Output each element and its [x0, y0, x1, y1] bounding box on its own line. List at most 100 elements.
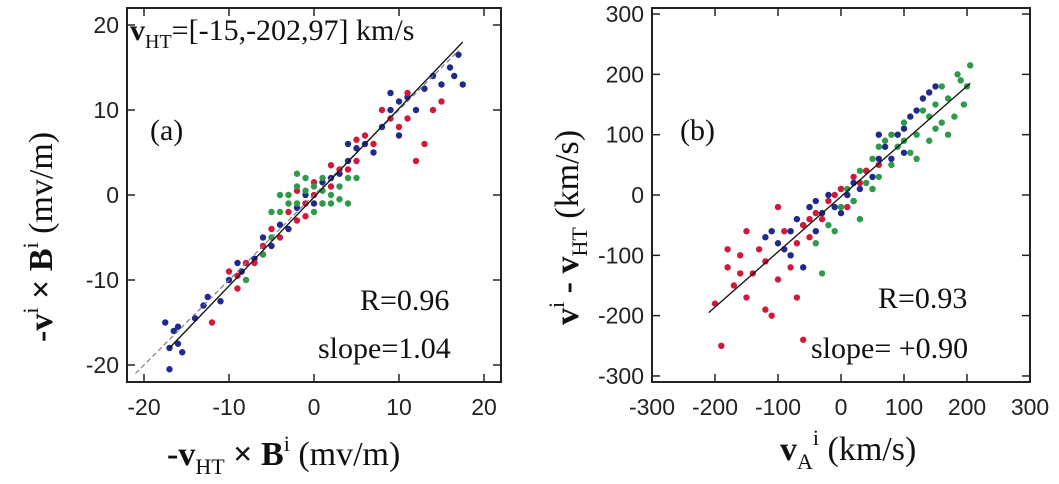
panel-b-point: [774, 240, 782, 247]
panel-b-point: [932, 83, 939, 90]
panel-a-point: [302, 187, 309, 194]
panel-a-ylabel: -vi × Bi (mv/m): [18, 132, 60, 342]
panel-a-point: [421, 85, 428, 92]
a-xlabel-sub: HT: [195, 454, 225, 479]
panel-a-point: [170, 327, 177, 335]
panel-b-frame: [651, 7, 1031, 383]
panel-b-point: [888, 131, 895, 138]
panel-b-point: [850, 197, 857, 205]
panel-b-label: (b): [680, 114, 715, 147]
panel-b-point: [957, 77, 964, 84]
panel-b-xlabel: vAi (km/s): [780, 425, 916, 474]
panel-b-point: [768, 227, 775, 235]
panel-b-point: [755, 246, 763, 253]
panel-b-point: [837, 209, 845, 217]
panel-a-point: [276, 234, 284, 241]
panel-b-point: [900, 149, 908, 156]
panel-a-point: [234, 285, 241, 292]
panel-b-slope-value: slope= +0.90: [811, 332, 968, 365]
panel-b-ytick-label: -200: [598, 303, 644, 329]
panel-b-point: [743, 227, 750, 235]
a-ylabel-prefix: -v: [23, 314, 60, 342]
panel-b-point: [812, 197, 819, 205]
panel-b-point: [831, 227, 838, 235]
panel-a-xtick-label: 20: [471, 394, 497, 420]
panel-a-point: [319, 200, 326, 207]
panel-b-point: [919, 95, 927, 102]
panel-b-point: [856, 215, 864, 223]
b-ylabel-sub: HT: [567, 227, 592, 257]
panel-a-point: [293, 170, 301, 177]
panel-a-point: [344, 200, 352, 207]
panel-b-ytick-label: 0: [631, 182, 644, 208]
panel-b-fit-line: [708, 82, 971, 314]
panel-a-point: [327, 183, 335, 190]
panel-a-ytick-label: 20: [93, 12, 119, 38]
b-ylabel-sup: i: [544, 302, 569, 308]
panel-b-point: [844, 203, 851, 211]
panel-b-point: [926, 89, 933, 96]
panel-a-ytick-label: 10: [93, 97, 119, 123]
a-ylabel-sup2: i: [18, 242, 43, 248]
panel-b-point: [888, 155, 895, 163]
panel-b-point: [844, 191, 851, 199]
panel-a-point: [361, 132, 369, 139]
panel-b-points: [711, 62, 974, 350]
panel-b-point: [869, 155, 876, 163]
panel-a-point: [302, 174, 309, 182]
panel-b-point: [818, 215, 826, 223]
panel-b-point: [875, 131, 882, 138]
panel-b-point: [907, 113, 914, 120]
panel-b-point: [787, 264, 794, 271]
panel-b-ylabel: vi - vHT (km/s): [544, 130, 592, 325]
panel-a-points: [162, 51, 466, 373]
panel-b-point: [793, 294, 801, 301]
panel-b-point: [800, 221, 807, 229]
panel-b-point: [774, 276, 782, 283]
panel-b-r-value: R=0.93: [878, 282, 967, 315]
panel-b-point: [774, 203, 782, 211]
panel-b-point: [881, 137, 889, 144]
vht-symbol: v: [130, 14, 145, 47]
panel-b-xtick-label: 300: [1011, 394, 1049, 420]
b-ylabel-mid: - v: [549, 257, 586, 302]
panel-a-ytick-label: 0: [106, 182, 119, 208]
panel-a-point: [285, 208, 292, 216]
panel-b-ytick-label: -100: [598, 242, 644, 268]
panel-a-reference-line: [135, 50, 459, 374]
panel-a-point: [319, 174, 326, 182]
panel-a-fit-line: [169, 41, 464, 349]
panel-b-point: [856, 167, 864, 175]
panel-a-point: [310, 183, 318, 190]
panel-a-point: [162, 319, 169, 326]
panel-a-point: [242, 276, 250, 284]
a-xlabel-prefix: -v: [167, 436, 195, 473]
panel-b-point: [932, 125, 939, 132]
panel-a-point: [395, 132, 403, 139]
panel-a-r-value: R=0.96: [360, 284, 449, 317]
panel-a-point: [451, 72, 458, 80]
panel-a-point: [268, 208, 275, 216]
panel-b-point: [718, 342, 725, 350]
panel-a-point: [353, 174, 360, 182]
panel-a-point: [179, 349, 186, 356]
panel-b-point: [837, 185, 845, 193]
panel-a-point: [310, 200, 318, 207]
panel-b-ytick-label: 300: [606, 1, 644, 27]
panel-a-xtick-label: 10: [386, 394, 412, 420]
panel-a-point: [370, 140, 377, 148]
panel-b-ytick-label: 200: [606, 61, 644, 87]
panel-b-xtick-label: -100: [755, 394, 801, 420]
panel-a-point: [293, 217, 301, 224]
panel-b-point: [825, 191, 832, 199]
panel-a-point: [259, 234, 267, 241]
panel-b-point: [737, 270, 744, 277]
panel-a-ticks: -20 -10 0 10 20 -20 -10 0 10 20: [86, 8, 501, 420]
panel-b-point: [875, 155, 882, 163]
panel-b-point: [724, 264, 731, 271]
panel-b-point: [831, 203, 838, 211]
panel-b-point: [812, 209, 819, 217]
panel-a-lines: [135, 41, 464, 374]
panel-a-point: [225, 268, 233, 275]
